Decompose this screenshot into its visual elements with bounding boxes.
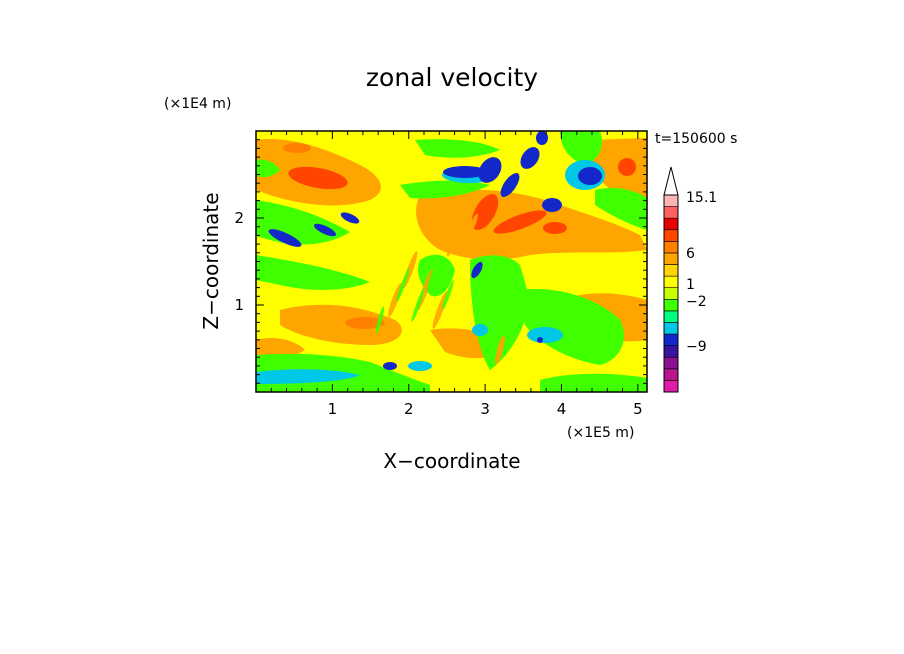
x-tick-label: 4 — [557, 400, 567, 418]
colorbar-segment — [663, 368, 679, 381]
axis-ticks — [256, 131, 647, 392]
colorbar-label: 1 — [686, 277, 695, 293]
y-axis-label: Z−coordinate — [199, 192, 223, 329]
time-label: t=150600 s — [655, 131, 737, 147]
y-tick-label: 1 — [234, 296, 244, 314]
colorbar-segment — [663, 322, 679, 335]
x-tick-label: 2 — [404, 400, 414, 418]
colorbar-label: 6 — [686, 246, 695, 262]
x-tick-label: 3 — [480, 400, 490, 418]
y-tick-labels: 12 — [234, 209, 244, 314]
colorbar-segment — [663, 287, 679, 300]
colorbar-segment — [663, 217, 679, 231]
colorbar-frame — [663, 194, 679, 393]
colorbar-segment — [663, 206, 679, 219]
x-axis-label: X−coordinate — [383, 449, 520, 473]
colorbar-segment — [663, 298, 679, 312]
colorbar-segment — [663, 310, 679, 323]
colorbar-segment — [663, 380, 679, 393]
colorbar-labels: 15.1 6 1−2 −9 — [686, 190, 717, 355]
colorbar-label: −9 — [686, 339, 707, 355]
colorbar-segment — [663, 356, 679, 370]
y-tick-label: 2 — [234, 209, 244, 227]
x-tick-label: 1 — [328, 400, 338, 418]
x-tick-label: 5 — [633, 400, 643, 418]
colorbar-label: 15.1 — [686, 190, 717, 206]
colorbar-segment — [663, 264, 679, 277]
colorbar-segment — [663, 194, 679, 207]
colorbar-extend-arrow — [663, 166, 679, 196]
x-tick-labels: 1 2 3 4 5 — [328, 400, 643, 418]
colorbar-label: −2 — [686, 294, 707, 310]
colorbar-segment — [663, 229, 679, 242]
y-unit-label: (×1E4 m) — [164, 96, 231, 112]
colorbar-segment — [663, 252, 679, 265]
chart-title: zonal velocity — [366, 63, 538, 92]
colorbar — [663, 166, 679, 393]
colorbar-segment — [663, 345, 679, 358]
colorbar-segment — [663, 275, 679, 289]
colorbar-segment — [663, 241, 679, 254]
colorbar-segment — [663, 333, 679, 346]
x-unit-label: (×1E5 m) — [567, 425, 634, 441]
velocity-field — [256, 131, 647, 392]
